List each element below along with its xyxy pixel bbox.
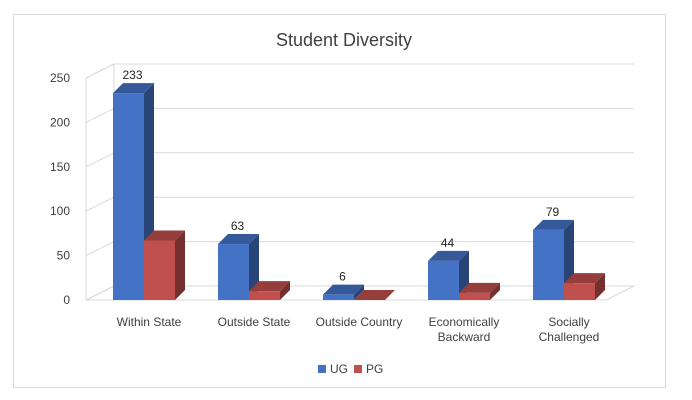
x-tick-label: Socially Challenged: [539, 315, 600, 344]
bar-pg: [249, 281, 290, 300]
data-label: 6: [339, 270, 346, 284]
legend-swatch-pg: [354, 365, 362, 373]
y-tick-label: 150: [50, 160, 70, 174]
grid-line-side: [85, 196, 115, 212]
data-label: 79: [546, 205, 560, 219]
bar-pg: [564, 273, 605, 300]
data-labels: 233 63 6 44 79: [122, 68, 559, 284]
bar-pg: [354, 290, 395, 300]
x-tick-label: Outside Country: [316, 315, 403, 329]
grid-line-side: [85, 241, 115, 257]
bar-ug: [428, 250, 469, 300]
data-label: 44: [441, 236, 455, 250]
y-tick-label: 100: [50, 204, 70, 218]
bar-ug: [323, 284, 364, 300]
legend-swatch-ug: [318, 365, 326, 373]
bars: [113, 83, 605, 300]
grid-lines: [85, 63, 634, 257]
x-axis: Within State Outside State Outside Country…: [117, 315, 600, 344]
y-tick-label: 50: [57, 249, 71, 263]
grid-line-side: [85, 107, 115, 123]
y-tick-label: 200: [50, 115, 70, 129]
data-label: 233: [122, 68, 142, 82]
y-tick-label: 0: [63, 293, 70, 307]
legend-label-pg: PG: [366, 362, 383, 376]
chart-title: Student Diversity: [276, 30, 412, 50]
bar-pg: [144, 230, 185, 300]
bar-ug: [218, 234, 259, 300]
y-axis: 0 50 100 150 200 250: [50, 71, 70, 307]
legend: UG PG: [318, 362, 383, 376]
side-wall: [85, 63, 115, 301]
bar-pg: [459, 282, 500, 300]
x-tick-label: Outside State: [218, 315, 291, 329]
x-tick-label: Economically Backward: [429, 315, 500, 344]
y-tick-label: 250: [50, 71, 70, 85]
legend-label-ug: UG: [330, 362, 348, 376]
data-label: 63: [231, 219, 245, 233]
grid-line-side: [85, 63, 115, 79]
x-tick-label: Within State: [117, 315, 182, 329]
grid-line-side: [85, 152, 115, 168]
